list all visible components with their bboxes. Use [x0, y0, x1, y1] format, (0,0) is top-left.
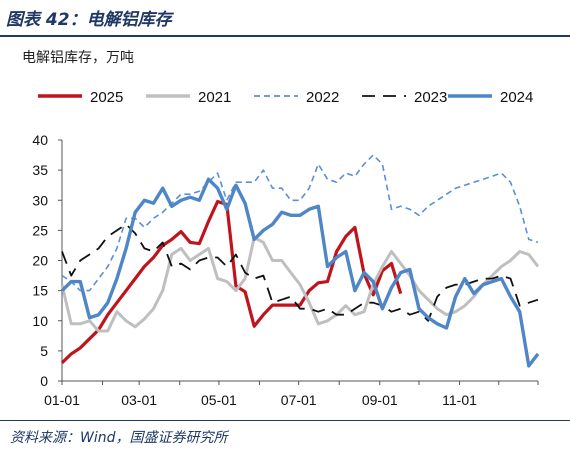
legend-label-2023: 2023	[414, 89, 447, 106]
legend-label-2022: 2022	[306, 89, 339, 106]
source-note: 资料来源：Wind，国盛证券研究所	[10, 430, 228, 446]
chart-series	[60, 154, 540, 368]
series-line-2023	[61, 223, 539, 322]
legend-label-2025: 2025	[90, 89, 123, 106]
y-tick-label: 20	[32, 253, 48, 269]
series-line-2022	[61, 154, 539, 292]
y-tick-label: 5	[40, 343, 48, 359]
x-tick-label: 05-01	[201, 392, 237, 408]
y-tick-label: 30	[32, 192, 48, 208]
x-tick-label: 01-01	[44, 392, 80, 408]
y-tick-label: 35	[32, 162, 48, 178]
legend-label-2024: 2024	[500, 89, 533, 106]
source-rule	[0, 420, 570, 421]
y-tick-label: 40	[32, 132, 48, 148]
legend: 2025 2021 2022 2023 2024	[38, 89, 533, 106]
series-line-2021	[60, 236, 540, 333]
x-tick-label: 11-01	[442, 392, 477, 408]
x-tick-label: 09-01	[362, 392, 398, 408]
y-tick-label: 25	[32, 222, 48, 238]
series-line-2024	[60, 177, 540, 368]
figure-title: 图表 42：电解铝库存	[6, 10, 172, 30]
chart-axes: 0 5 10 15 20 25 30 35 40 01-01 03-01 05-01 07-01 09-0…	[32, 132, 539, 408]
legend-label-2021: 2021	[198, 89, 231, 106]
y-tick-label: 10	[32, 313, 48, 329]
x-tick-label: 03-01	[121, 392, 157, 408]
y-tick-label: 15	[32, 283, 48, 299]
y-tick-label: 0	[40, 373, 48, 389]
series-line-2025	[60, 199, 403, 365]
x-tick-label: 07-01	[281, 392, 317, 408]
title-rule	[0, 35, 570, 37]
y-axis-label: 电解铝库存，万吨	[22, 50, 134, 66]
